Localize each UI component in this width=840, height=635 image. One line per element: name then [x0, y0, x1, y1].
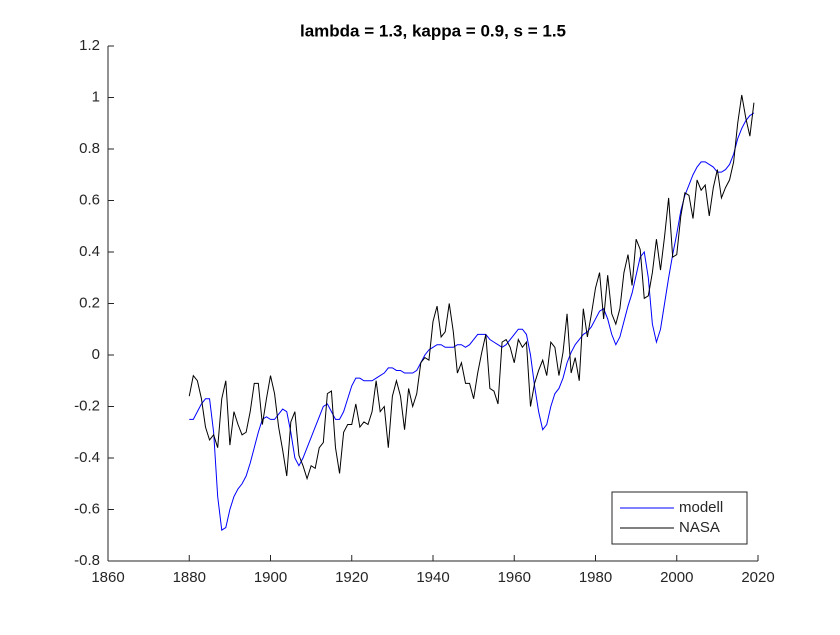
y-tick-label: 0.8: [79, 140, 100, 157]
series-line: [188, 94, 755, 481]
y-tick-label: -0.2: [74, 397, 100, 414]
legend-label: modell: [679, 499, 723, 516]
x-tick-label: 2000: [660, 569, 693, 586]
x-tick-label: 1940: [416, 569, 449, 586]
x-tick-label: 1920: [335, 569, 368, 586]
y-tick-label: -0.8: [74, 552, 100, 569]
x-tick-label: 1960: [498, 569, 531, 586]
x-tick-label: 1980: [579, 569, 612, 586]
series-line: [189, 112, 755, 531]
x-tick-label: 1900: [254, 569, 287, 586]
y-tick-label: 0.6: [79, 191, 100, 208]
legend-label: NASA: [679, 519, 720, 536]
y-tick-label: -0.4: [74, 449, 100, 466]
y-tick-label: -0.6: [74, 500, 100, 517]
x-tick-label: 1860: [91, 569, 124, 586]
x-tick-label: 2020: [741, 569, 774, 586]
chart-title: lambda = 1.3, kappa = 0.9, s = 1.5: [300, 21, 566, 40]
x-tick-label: 1880: [173, 569, 206, 586]
y-tick-label: 1.2: [79, 37, 100, 54]
y-tick-label: 0.4: [79, 243, 100, 260]
y-tick-label: 0.2: [79, 294, 100, 311]
y-tick-label: 1: [92, 88, 100, 105]
legend-box: [611, 491, 748, 545]
y-tick-label: 0: [92, 346, 100, 363]
